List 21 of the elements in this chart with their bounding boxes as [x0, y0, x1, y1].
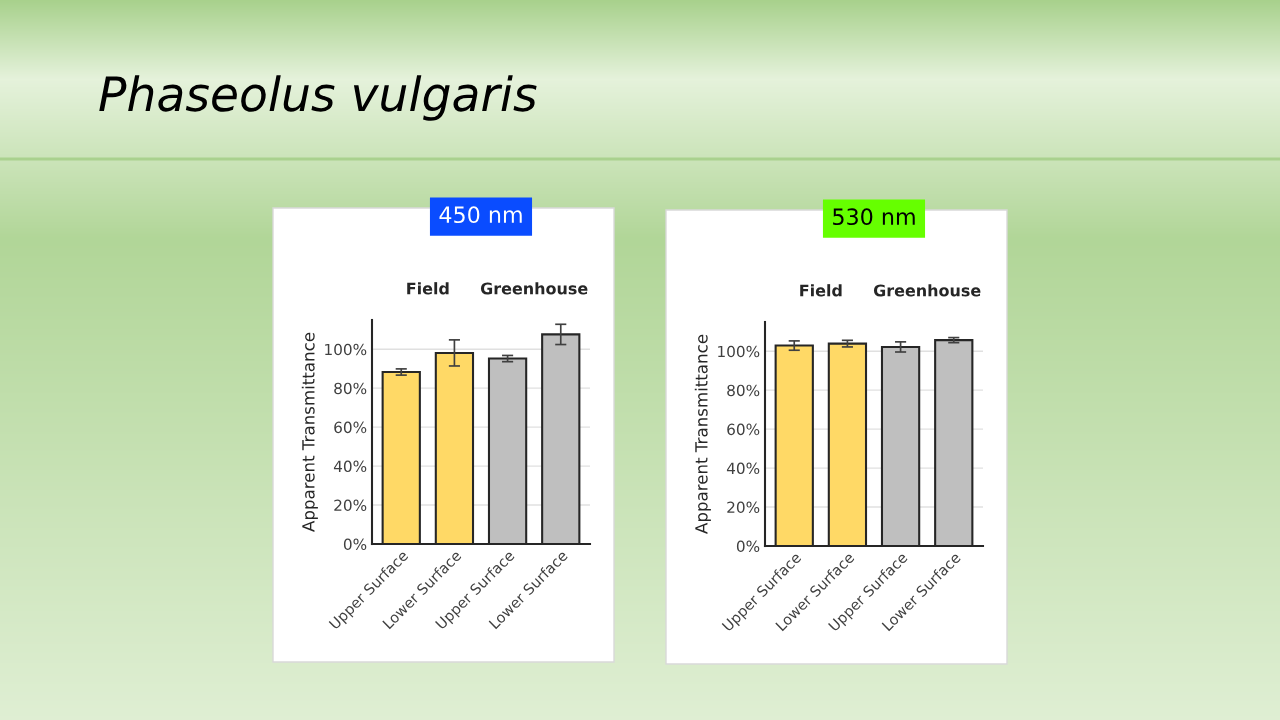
y-tick-label: 100% [325, 343, 367, 356]
y-tick-label: 100% [718, 345, 760, 358]
y-tick-label: 80% [334, 382, 367, 395]
y-tick-label: 60% [334, 421, 367, 434]
y-axis-title: Apparent Transmittance [301, 332, 318, 532]
text: Greenhouse [480, 282, 588, 295]
y-tick-label: 40% [333, 460, 367, 473]
y-tick-label: 20% [727, 501, 760, 514]
y-tick-label: 40% [726, 462, 760, 475]
y-axis-title: Apparent Transmittance [694, 334, 711, 534]
y-tick-label: 60% [727, 423, 760, 436]
text: Field [407, 282, 449, 295]
y-tick-label: 0% [343, 538, 367, 551]
chart-title: 530 nm [833, 208, 915, 226]
text: Phaseolus vulgaris [99, 75, 537, 121]
y-tick-label: 20% [334, 499, 367, 512]
y-tick-label: 0% [736, 540, 760, 553]
text: Field [800, 284, 842, 297]
chart-title: 450 nm [439, 206, 522, 224]
text: Greenhouse [873, 284, 981, 297]
y-tick-label: 80% [727, 384, 760, 397]
